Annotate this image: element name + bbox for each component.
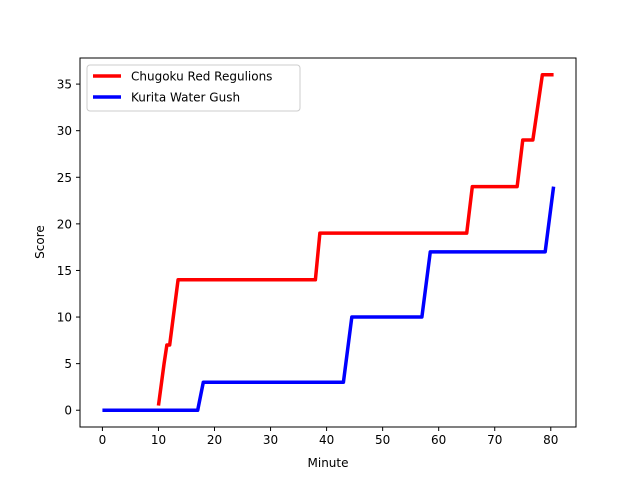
legend-label-chugoku: Chugoku Red Regulions	[131, 70, 272, 84]
x-tick-label: 60	[431, 433, 446, 447]
y-tick-label: 10	[57, 311, 72, 325]
y-tick-label: 20	[57, 217, 72, 231]
x-axis-ticks: 0 10 20 30 40 50 60 70 80	[99, 427, 558, 447]
x-tick-label: 80	[543, 433, 558, 447]
x-tick-label: 40	[319, 433, 334, 447]
y-tick-label: 35	[57, 78, 72, 92]
x-tick-label: 0	[99, 433, 107, 447]
y-tick-label: 5	[64, 357, 72, 371]
series-line-0	[156, 73, 554, 406]
x-tick-label: 20	[207, 433, 222, 447]
x-tick-label: 30	[263, 433, 278, 447]
y-tick-label: 25	[57, 171, 72, 185]
series-layer	[102, 73, 556, 412]
x-axis-label: Minute	[308, 456, 349, 470]
series-line-1	[102, 186, 556, 412]
y-axis-label: Score	[33, 225, 47, 259]
y-tick-label: 0	[64, 404, 72, 418]
legend: Chugoku Red Regulions Kurita Water Gush	[86, 64, 301, 112]
plot-frame	[79, 57, 577, 428]
x-tick-label: 50	[375, 433, 390, 447]
y-tick-label: 30	[57, 124, 72, 138]
y-axis-ticks: 0 5 10 15 20 25 30 35	[57, 78, 80, 418]
y-tick-label: 15	[57, 264, 72, 278]
x-tick-label: 10	[151, 433, 166, 447]
legend-label-kurita: Kurita Water Gush	[131, 91, 240, 105]
x-tick-label: 70	[487, 433, 502, 447]
legend-box	[86, 64, 301, 112]
